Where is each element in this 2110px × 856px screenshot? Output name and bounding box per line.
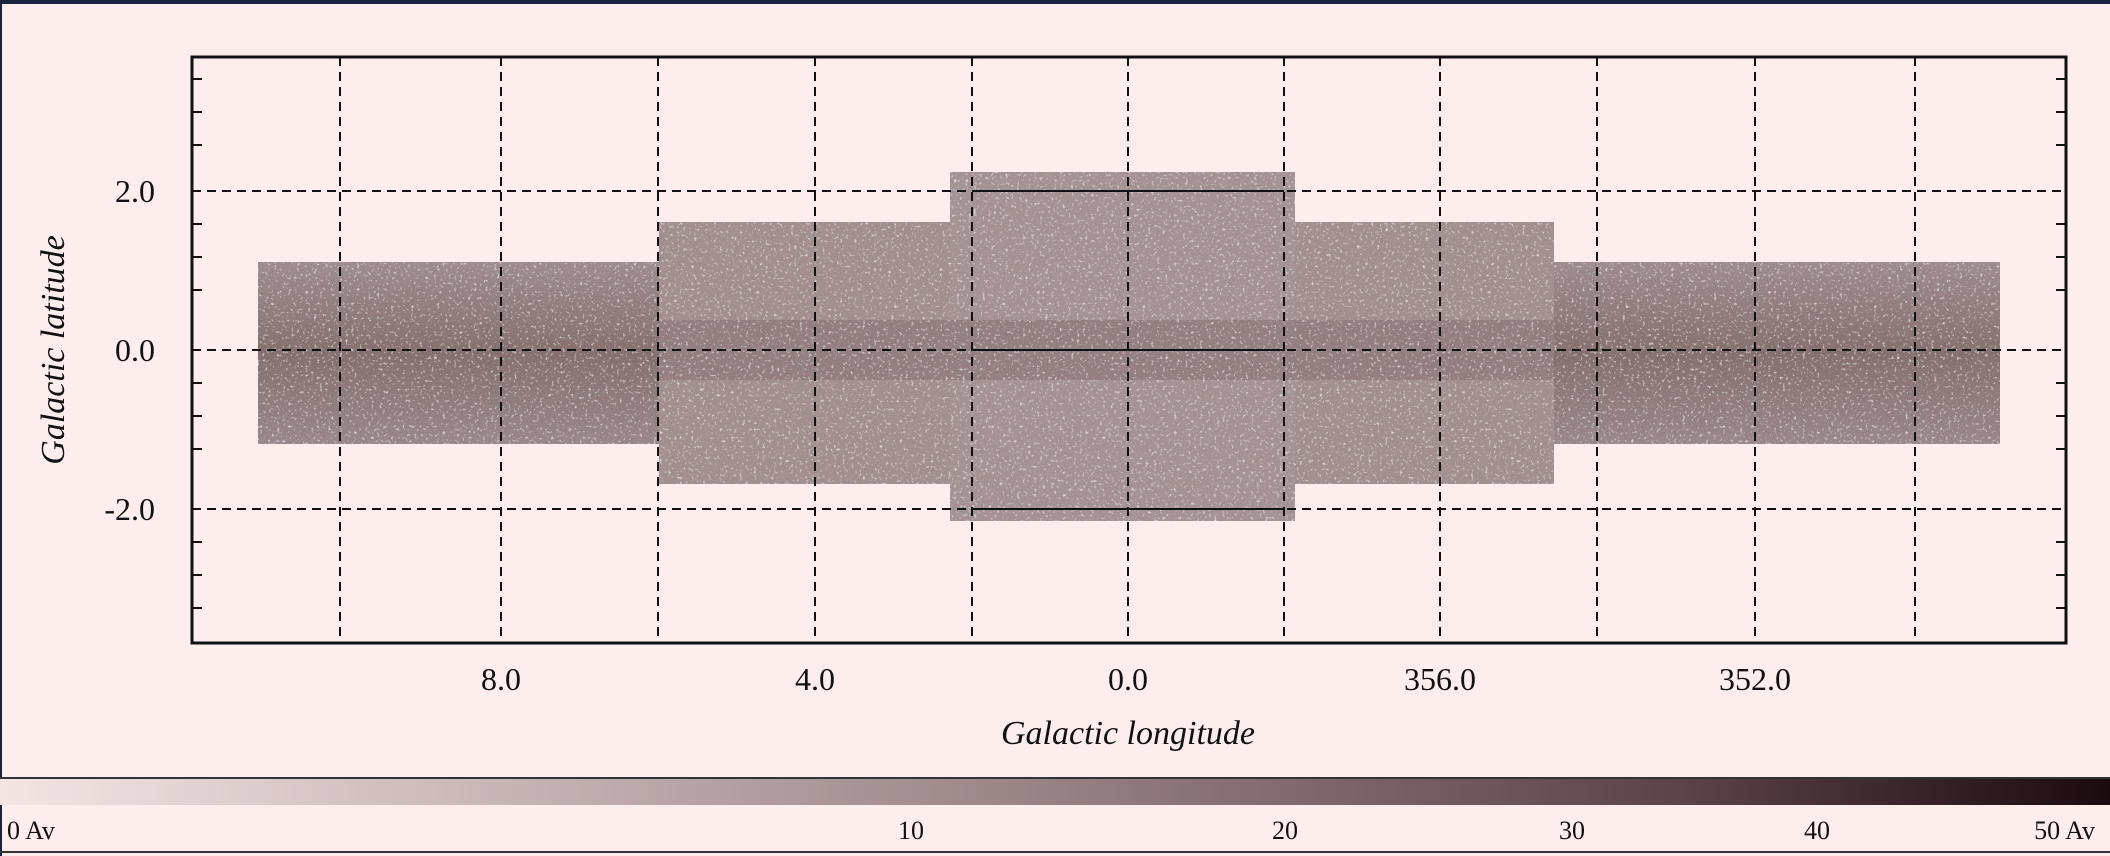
x-axis-title: Galactic longitude [1001,715,1255,752]
colorbar-label: 0 Av [7,816,55,845]
colorbar-label: 10 [898,816,924,845]
y-tick-label: 0.0 [115,332,155,368]
colorbar: 0 Av 10 20 30 40 50 Av [0,777,2110,853]
extinction-map [258,172,2000,521]
colorbar-label: 30 [1559,816,1585,845]
minor-ticks [192,78,2066,609]
x-tick-label: 8.0 [481,661,521,697]
colorbar-label: 40 [1804,816,1830,845]
x-tick-label: 356.0 [1404,661,1476,697]
y-tick-label: -2.0 [104,491,155,527]
plot-frame [190,55,2068,645]
x-tick-label: 352.0 [1719,661,1791,697]
colorbar-label: 20 [1272,816,1298,845]
x-tick-label: 0.0 [1108,661,1148,697]
colorbar-gradient [0,779,2110,805]
colorbar-label: 50 Av [2034,816,2095,845]
y-tick-label: 2.0 [115,173,155,209]
center-lines [972,190,1284,510]
y-axis-title: Galactic latitude [35,235,72,464]
grid [192,57,2066,643]
x-tick-label: 4.0 [795,661,835,697]
